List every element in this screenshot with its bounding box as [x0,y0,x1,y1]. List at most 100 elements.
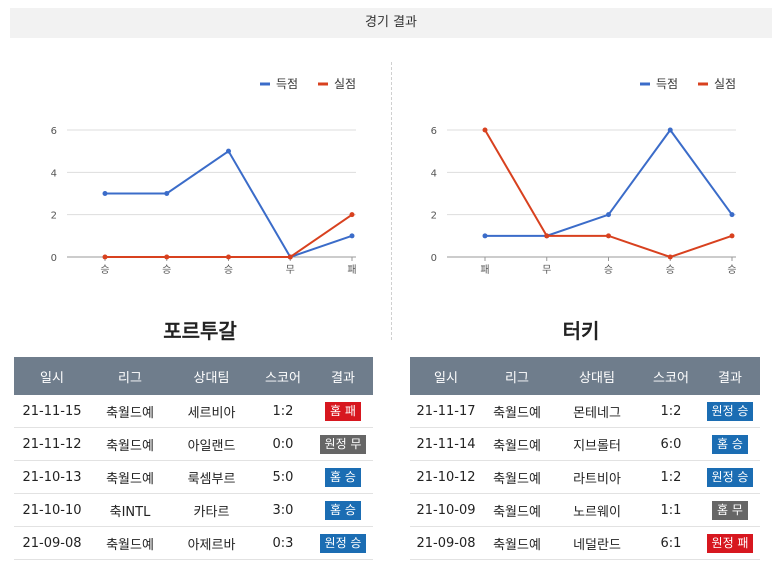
col-league: 리그 [482,357,552,395]
data-point-scored [667,127,673,133]
match-result-cell: 홈 승 [700,427,760,461]
match-score: 5:0 [253,460,313,494]
match-league: 축월드예 [90,526,170,560]
table-row: 21-10-10 축INTL 카타르 3:0 홈 승 [14,493,373,527]
match-result-cell: 원정 승 [313,526,373,560]
col-score: 스코어 [253,357,313,395]
chart-divider [391,62,392,340]
data-point-scored [606,212,611,218]
match-opponent: 라트비아 [552,460,642,494]
data-point-conceded [606,233,611,239]
team-name-portugal: 포르투갈 [163,319,237,343]
data-point-scored [226,148,231,154]
turkey-results-table: 일시 리그 상대팀 스코어 결과 21-11-17 축월드예 몬테네그 1:2 원정 승… [410,357,760,560]
match-opponent: 아일랜드 [170,427,253,461]
series-line-scored [485,128,733,237]
col-result: 결과 [313,357,373,395]
table-row: 21-10-13 축월드예 룩셈부르 5:0 홈 승 [14,460,373,494]
table-row: 21-11-14 축월드예 지브롤터 6:0 홈 승 [410,427,760,461]
data-point-conceded [544,233,550,239]
y-tick-label: 2 [431,211,437,222]
result-badge: 원정 승 [706,401,754,421]
turkey-line-chart: 득점 실점 0 2 4 6 패 무 승 승 승 [431,77,737,276]
match-opponent: 네덜란드 [552,526,642,560]
data-point-conceded [164,254,170,260]
match-league: 축월드예 [90,460,170,494]
match-opponent: 몬테네그 [552,395,642,428]
match-score: 1:2 [642,460,700,494]
match-score: 0:0 [253,427,313,461]
table-row: 21-10-09 축월드예 노르웨이 1:1 홈 무 [410,493,760,527]
match-date: 21-10-09 [410,493,482,527]
match-opponent: 세르비아 [170,395,253,428]
table-header-row: 일시 리그 상대팀 스코어 결과 [14,357,373,395]
col-league: 리그 [90,357,170,395]
data-point-conceded [349,212,355,218]
result-badge: 원정 무 [319,434,367,454]
result-badge: 원정 패 [706,533,754,553]
chart-legend: 득점 실점 [640,77,736,91]
match-league: 축INTL [90,493,170,527]
legend-conceded-label: 실점 [714,77,736,91]
section-header: 경기 결과 [10,8,772,38]
result-badge: 원정 승 [319,533,367,553]
match-league: 축월드예 [482,493,552,527]
match-league: 축월드예 [90,395,170,428]
y-tick-label: 2 [51,211,57,222]
data-point-scored [164,191,170,196]
match-result-cell: 원정 승 [700,460,760,494]
result-badge: 원정 승 [706,467,754,487]
match-league: 축월드예 [482,395,552,428]
match-date: 21-11-15 [14,395,90,428]
result-badge: 홈 패 [325,401,361,421]
match-opponent: 지브롤터 [552,427,642,461]
table-row: 21-11-15 축월드예 세르비아 1:2 홈 패 [14,395,373,428]
match-opponent: 아제르바 [170,526,253,560]
x-tick-label: 패 [347,264,356,276]
data-point-conceded [226,254,231,260]
data-point-conceded [667,254,673,260]
legend-conceded-label: 실점 [334,77,356,91]
data-point-scored [349,233,355,239]
table-row: 21-09-08 축월드예 아제르바 0:3 원정 승 [14,526,373,560]
match-score: 1:1 [642,493,700,527]
data-point-conceded [482,127,488,133]
team-name-turkey: 터키 [562,319,600,343]
x-tick-label: 승 [604,264,613,276]
legend-scored-label: 득점 [276,77,298,91]
x-tick-label: 무 [542,265,551,276]
match-result-cell: 원정 무 [313,427,373,461]
result-badge: 홈 승 [712,434,748,454]
y-tick-label: 6 [51,126,57,137]
match-date: 21-10-10 [14,493,90,527]
y-tick-label: 0 [51,253,57,264]
match-date: 21-10-13 [14,460,90,494]
result-badge: 홈 승 [325,467,361,487]
col-date: 일시 [410,357,482,395]
x-tick-label: 승 [162,264,171,276]
match-result-cell: 홈 패 [313,395,373,428]
data-point-scored [102,191,108,196]
table-row: 21-09-08 축월드예 네덜란드 6:1 원정 패 [410,526,760,560]
data-point-scored [482,233,488,239]
match-result-cell: 홈 승 [313,460,373,494]
x-tick-label: 승 [100,264,109,276]
portugal-line-chart: 득점 실점 0 2 4 6 승 승 승 무 패 [51,77,357,276]
col-date: 일시 [14,357,90,395]
match-score: 3:0 [253,493,313,527]
col-opponent: 상대팀 [170,357,253,395]
x-tick-label: 패 [480,264,489,276]
match-result-cell: 원정 패 [700,526,760,560]
match-result-cell: 홈 승 [313,493,373,527]
x-tick-label: 승 [666,264,675,276]
y-tick-label: 6 [431,126,437,137]
y-tick-label: 4 [431,168,437,179]
col-result: 결과 [700,357,760,395]
match-date: 21-09-08 [14,526,90,560]
match-date: 21-10-12 [410,460,482,494]
match-league: 축월드예 [482,460,552,494]
x-tick-label: 승 [224,264,233,276]
data-point-conceded [102,254,108,260]
col-score: 스코어 [642,357,700,395]
match-date: 21-09-08 [410,526,482,560]
